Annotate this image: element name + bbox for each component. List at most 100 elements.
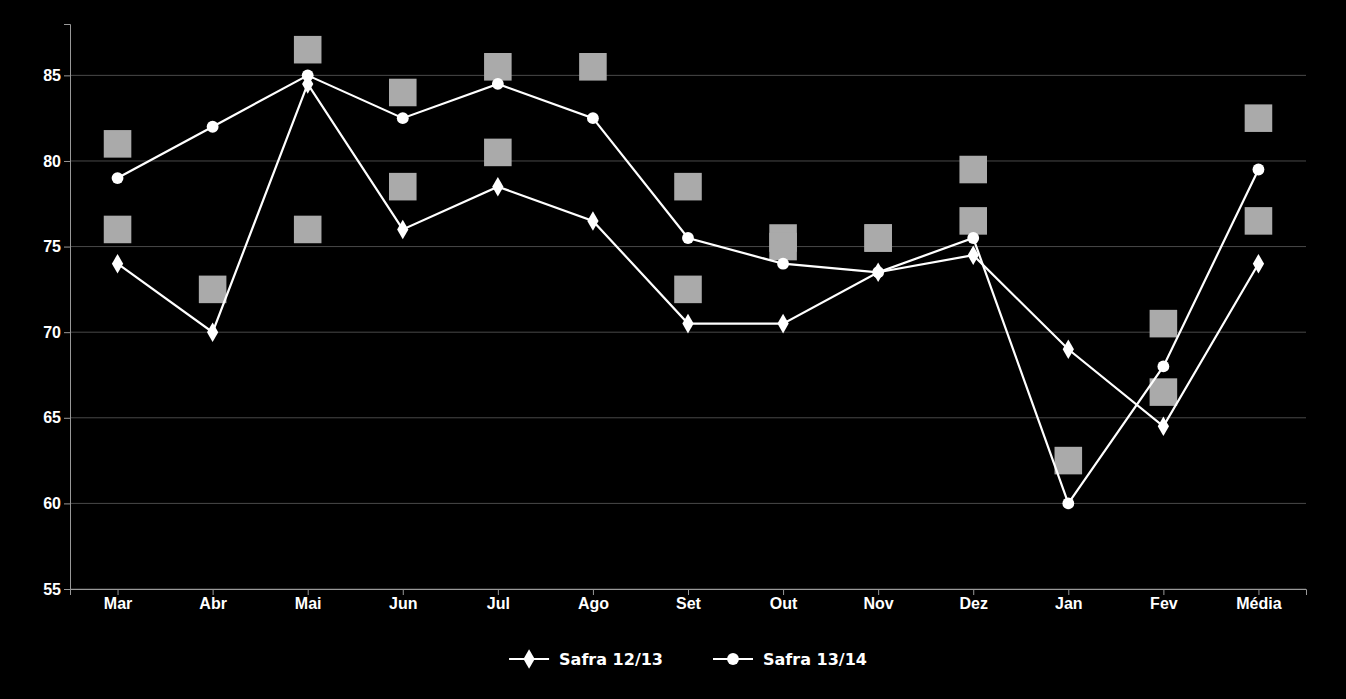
y-tick: 70	[43, 324, 70, 341]
line-marker	[587, 211, 598, 231]
x-tick-mark	[403, 589, 404, 595]
x-tick-mark	[1163, 589, 1164, 595]
series-3	[104, 139, 1272, 406]
y-tick-mark	[64, 247, 70, 248]
x-tick-label: Jun	[389, 595, 417, 612]
x-tick-mark	[688, 589, 689, 595]
line-marker	[397, 112, 409, 124]
square-marker	[959, 156, 987, 184]
legend-label: Safra 12/13	[559, 650, 663, 669]
grid-line	[70, 160, 1306, 161]
line-marker	[112, 254, 123, 274]
line-marker	[397, 220, 408, 240]
legend-label: Safra 13/14	[763, 650, 867, 669]
x-tick-mark	[118, 589, 119, 595]
line-marker	[872, 266, 884, 278]
square-marker	[294, 216, 322, 244]
square-marker	[579, 53, 607, 81]
legend-marker	[523, 649, 534, 669]
x-tick-mark	[308, 589, 309, 595]
line-marker	[873, 262, 884, 282]
y-tick-label: 75	[43, 238, 61, 255]
line-marker	[777, 258, 789, 270]
y-tick-label: 65	[43, 409, 61, 426]
plot-area: 55606570758085MarAbrMaiJunJulAgoSetOutNo…	[43, 25, 1306, 613]
line-marker	[1253, 164, 1265, 176]
legend-item: Safra 13/14	[713, 650, 867, 669]
line-marker	[1062, 497, 1074, 509]
line-marker	[1063, 340, 1074, 360]
y-tick: 85	[43, 67, 70, 84]
square-marker	[864, 224, 892, 252]
x-tick: Nov	[864, 589, 894, 612]
square-marker	[104, 216, 132, 244]
x-tick-mark	[1068, 589, 1069, 595]
x-tick: Ago	[578, 589, 609, 612]
y-tick-label: 70	[43, 324, 61, 341]
legend-item: Safra 12/13	[509, 649, 663, 669]
y-axis: 55606570758085	[43, 25, 70, 598]
line	[118, 84, 1259, 426]
x-tick-label: Dez	[960, 595, 988, 612]
series-0	[112, 74, 1264, 436]
y-tick-label: 80	[43, 153, 61, 170]
background	[0, 0, 1346, 699]
square-marker	[1055, 447, 1083, 475]
x-tick-label: Mar	[104, 595, 132, 612]
line-marker	[1158, 417, 1169, 437]
x-tick: Jul	[487, 589, 510, 612]
square-marker	[674, 276, 702, 304]
x-tick: Média	[1236, 589, 1281, 612]
square-marker	[484, 53, 512, 81]
y-tick-mark	[64, 589, 70, 590]
x-tick-label: Mai	[295, 595, 322, 612]
line-marker	[207, 121, 219, 133]
line-marker	[302, 69, 314, 81]
square-marker	[1150, 310, 1178, 338]
y-tick-mark	[64, 75, 70, 76]
x-tick: Abr	[199, 589, 227, 612]
x-tick: Mai	[295, 589, 322, 612]
x-tick-label: Média	[1236, 595, 1281, 612]
x-tick: Dez	[960, 589, 988, 612]
x-tick: Jun	[389, 589, 417, 612]
y-tick-label: 85	[43, 67, 61, 84]
square-marker	[389, 173, 417, 201]
square-marker	[199, 276, 227, 304]
x-tick-mark	[783, 589, 784, 595]
line-marker	[682, 232, 694, 244]
series-2	[104, 36, 1272, 474]
x-tick: Mar	[104, 589, 132, 612]
y-axis-line	[64, 25, 71, 590]
x-tick-label: Nov	[864, 595, 894, 612]
line-marker	[1157, 361, 1169, 373]
square-marker	[104, 130, 132, 158]
line-marker	[967, 232, 979, 244]
square-marker	[389, 79, 417, 107]
square-marker	[674, 173, 702, 201]
y-tick-mark	[64, 418, 70, 419]
y-tick-mark	[64, 503, 70, 504]
x-axis: Mar Abr Mai Jun Jul Ago Set Out Nov Dez Jan Fev Médi…	[71, 589, 1307, 612]
y-tick-label: 60	[43, 495, 61, 512]
x-tick: Fev	[1150, 589, 1178, 612]
y-tick: 80	[43, 153, 70, 170]
square-marker	[959, 207, 987, 235]
line-marker	[492, 177, 503, 197]
line-marker	[207, 322, 218, 342]
line-marker	[112, 172, 124, 184]
y-tick: 65	[43, 409, 70, 426]
grid-line	[70, 417, 1306, 418]
x-tick-mark	[593, 589, 594, 595]
grid-line	[70, 75, 1306, 76]
x-tick-label: Abr	[199, 595, 227, 612]
x-axis-line	[71, 590, 1307, 596]
x-tick-label: Fev	[1150, 595, 1178, 612]
x-tick-label: Out	[770, 595, 798, 612]
x-tick-mark	[213, 589, 214, 595]
x-tick-label: Ago	[578, 595, 609, 612]
y-tick: 75	[43, 238, 70, 255]
x-tick-label: Set	[676, 595, 702, 612]
x-tick-label: Jan	[1055, 595, 1083, 612]
grid	[70, 75, 1306, 589]
